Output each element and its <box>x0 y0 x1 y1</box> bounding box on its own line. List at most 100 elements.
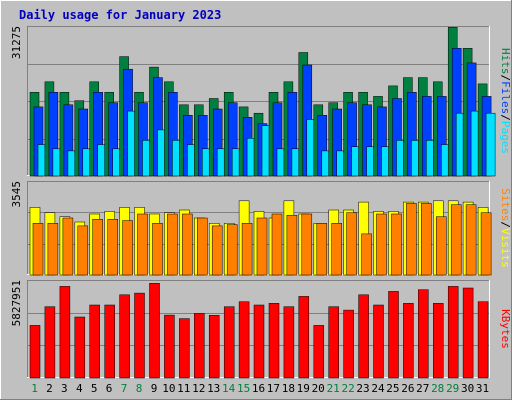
x-tick-day-17: 17 <box>267 382 280 395</box>
right-axis-labels: Sites/Visits <box>499 188 512 268</box>
bar-sites-day-25 <box>391 213 402 276</box>
bar-sites-day-12 <box>197 217 208 276</box>
bar-sites-day-3 <box>62 217 74 276</box>
bar-sites-day-2 <box>47 223 59 276</box>
bar-sites-day-1 <box>32 223 44 276</box>
x-tick-day-29: 29 <box>446 382 459 395</box>
bar-kbytes-day-18 <box>283 306 295 379</box>
bar-kbytes-day-9 <box>149 283 160 379</box>
x-tick-day-7: 7 <box>121 382 128 395</box>
bar-sites-day-28 <box>436 216 447 276</box>
bar-kbytes-day-22 <box>343 309 354 379</box>
x-tick-day-16: 16 <box>252 382 265 395</box>
bar-sites-day-15 <box>241 223 253 276</box>
x-tick-day-18: 18 <box>282 382 295 395</box>
axis-label-kbytes: KBytes <box>499 309 512 349</box>
x-tick-day-19: 19 <box>297 382 310 395</box>
bar-kbytes-day-26 <box>403 303 414 379</box>
bar-sites-day-23 <box>361 233 372 276</box>
bar-sites-day-19 <box>301 213 313 276</box>
bar-kbytes-day-29 <box>447 286 459 379</box>
x-tick-day-15: 15 <box>237 382 250 395</box>
x-tick-day-3: 3 <box>61 382 68 395</box>
bar-sites-day-14 <box>226 224 238 276</box>
right-axis-labels: KBytes <box>499 309 512 349</box>
bar-sites-day-21 <box>331 223 342 276</box>
axis-label-hits: Hits <box>499 48 512 75</box>
bar-sites-day-10 <box>167 213 178 276</box>
bar-kbytes-day-17 <box>268 303 280 379</box>
bar-kbytes-day-10 <box>164 314 175 379</box>
bar-sites-day-6 <box>107 219 118 276</box>
x-tick-day-25: 25 <box>386 382 399 395</box>
bar-kbytes-day-19 <box>298 296 310 379</box>
y-max-label: 3545 <box>10 181 23 208</box>
bar-sites-day-22 <box>346 212 357 276</box>
bar-kbytes-day-28 <box>433 303 444 379</box>
bar-kbytes-day-1 <box>29 325 41 379</box>
x-tick-day-20: 20 <box>312 382 325 395</box>
x-tick-day-27: 27 <box>416 382 429 395</box>
x-tick-day-21: 21 <box>327 382 340 395</box>
axis-label-visits: Visits <box>499 228 512 268</box>
x-tick-day-10: 10 <box>162 382 175 395</box>
bar-kbytes-day-15 <box>238 301 250 379</box>
axis-label-separator: / <box>499 221 512 228</box>
y-max-label: 31275 <box>10 26 23 59</box>
bar-kbytes-day-20 <box>313 325 325 379</box>
x-tick-day-14: 14 <box>222 382 236 395</box>
bar-kbytes-day-16 <box>253 304 265 379</box>
bar-kbytes-day-14 <box>223 306 235 379</box>
bar-kbytes-day-7 <box>119 294 130 379</box>
axis-label-separator: / <box>499 75 512 82</box>
bar-sites-day-8 <box>137 213 148 276</box>
x-tick-day-2: 2 <box>46 382 53 395</box>
bar-sites-day-26 <box>406 203 417 276</box>
bar-kbytes-day-11 <box>179 318 190 379</box>
chart-title: Daily usage for January 2023 <box>19 8 221 22</box>
bar-kbytes-day-21 <box>328 306 339 379</box>
right-axis-labels: Hits/Files/Pages <box>499 48 512 154</box>
bar-kbytes-day-31 <box>477 301 489 379</box>
x-tick-day-4: 4 <box>76 382 83 395</box>
bar-sites-day-9 <box>152 223 163 276</box>
x-tick-day-23: 23 <box>356 382 369 395</box>
bar-kbytes-day-24 <box>373 304 384 379</box>
x-tick-day-11: 11 <box>177 382 190 395</box>
bar-sites-day-29 <box>450 204 462 276</box>
x-tick-day-12: 12 <box>192 382 205 395</box>
x-tick-day-30: 30 <box>461 382 474 395</box>
x-tick-day-8: 8 <box>136 382 143 395</box>
x-tick-day-6: 6 <box>106 382 113 395</box>
bar-kbytes-day-6 <box>104 304 115 379</box>
bar-sites-day-5 <box>92 219 103 276</box>
bar-kbytes-day-3 <box>59 286 71 379</box>
bar-sites-day-17 <box>271 213 283 276</box>
bar-sites-day-16 <box>256 217 268 276</box>
x-tick-day-5: 5 <box>91 382 98 395</box>
bar-sites-day-18 <box>286 215 298 276</box>
x-tick-day-31: 31 <box>476 382 489 395</box>
bar-kbytes-day-13 <box>208 315 220 379</box>
bar-kbytes-day-8 <box>134 292 145 379</box>
x-tick-day-22: 22 <box>341 382 354 395</box>
bar-sites-day-7 <box>122 220 133 276</box>
x-tick-day-1: 1 <box>31 382 38 395</box>
bar-sites-day-30 <box>465 204 477 276</box>
x-tick-day-26: 26 <box>401 382 414 395</box>
bar-sites-day-13 <box>211 225 223 276</box>
axis-label-sites: Sites <box>499 188 512 221</box>
bar-sites-day-20 <box>316 223 328 276</box>
y-max-label: 5827951 <box>10 280 23 326</box>
x-tick-day-28: 28 <box>431 382 444 395</box>
x-tick-day-13: 13 <box>207 382 220 395</box>
bar-kbytes-day-2 <box>44 306 56 379</box>
bar-sites-day-11 <box>182 213 193 276</box>
x-tick-day-9: 9 <box>151 382 158 395</box>
x-tick-day-24: 24 <box>371 382 385 395</box>
bar-kbytes-day-12 <box>194 313 205 379</box>
bar-kbytes-day-5 <box>89 304 100 379</box>
bar-sites-day-4 <box>77 225 89 276</box>
